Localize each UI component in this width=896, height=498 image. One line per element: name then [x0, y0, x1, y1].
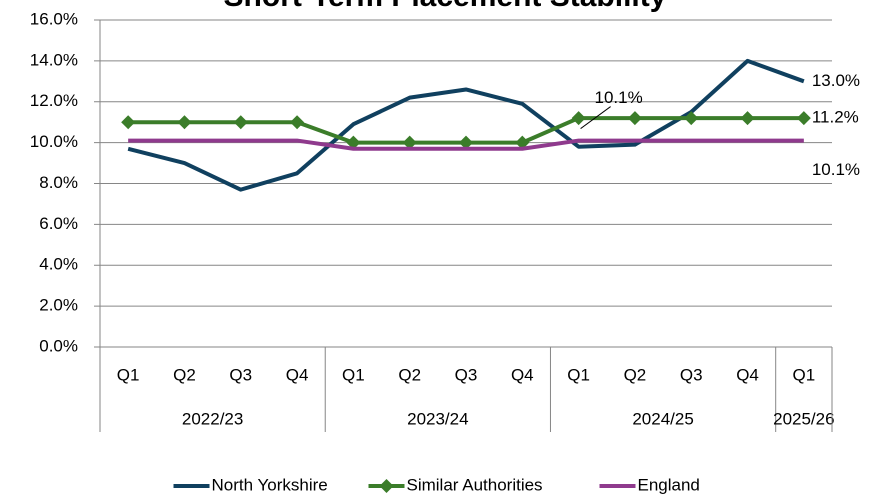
x-tick-label: Q2	[398, 365, 421, 384]
marker	[346, 135, 361, 150]
marker	[627, 111, 642, 126]
y-tick-label: 14.0%	[30, 50, 78, 69]
y-tick-label: 16.0%	[30, 9, 78, 28]
x-tick-label: Q4	[736, 365, 759, 384]
x-tick-label: Q2	[624, 365, 647, 384]
x-tick-label: Q1	[117, 365, 140, 384]
series-line	[128, 138, 804, 151]
marker	[684, 111, 699, 126]
group-label: 2022/23	[182, 409, 243, 428]
x-tick-label: Q3	[680, 365, 703, 384]
marker	[459, 135, 473, 150]
y-tick-label: 4.0%	[39, 255, 78, 274]
y-tick-label: 10.0%	[30, 132, 78, 151]
x-tick-label: Q3	[455, 365, 478, 384]
legend-marker	[379, 479, 394, 493]
data-label: 10.1%	[812, 160, 860, 179]
legend-label: England	[638, 475, 700, 494]
marker	[233, 115, 248, 130]
x-tick-label: Q4	[511, 365, 534, 384]
marker	[796, 111, 811, 126]
marker	[121, 115, 136, 130]
data-label: 10.1%	[595, 88, 643, 107]
group-label: 2024/25	[632, 409, 693, 428]
x-tick-label: Q1	[567, 365, 590, 384]
x-tick-label: Q3	[229, 365, 252, 384]
y-tick-label: 8.0%	[39, 173, 78, 192]
data-label: 11.2%	[812, 108, 859, 127]
marker	[515, 135, 530, 150]
group-label: 2025/26	[773, 409, 834, 428]
legend-label: North Yorkshire	[212, 475, 328, 494]
legend-label: Similar Authorities	[407, 475, 543, 494]
leader-line	[580, 106, 611, 129]
x-tick-label: Q4	[286, 365, 309, 384]
group-label: 2023/24	[407, 409, 468, 428]
chart-title: Short-Term Placement Stability	[224, 0, 667, 13]
marker	[402, 135, 417, 150]
marker	[290, 115, 305, 130]
marker	[571, 111, 586, 126]
y-tick-label: 2.0%	[39, 296, 78, 315]
marker	[177, 115, 192, 130]
series-line	[127, 58, 805, 192]
x-tick-label: Q2	[173, 365, 196, 384]
data-label: 13.0%	[812, 71, 860, 90]
y-tick-label: 6.0%	[39, 214, 78, 233]
y-tick-label: 0.0%	[39, 336, 78, 355]
marker	[740, 111, 755, 126]
x-tick-label: Q1	[793, 365, 816, 384]
x-tick-label: Q1	[342, 365, 365, 384]
y-tick-label: 12.0%	[30, 91, 78, 110]
